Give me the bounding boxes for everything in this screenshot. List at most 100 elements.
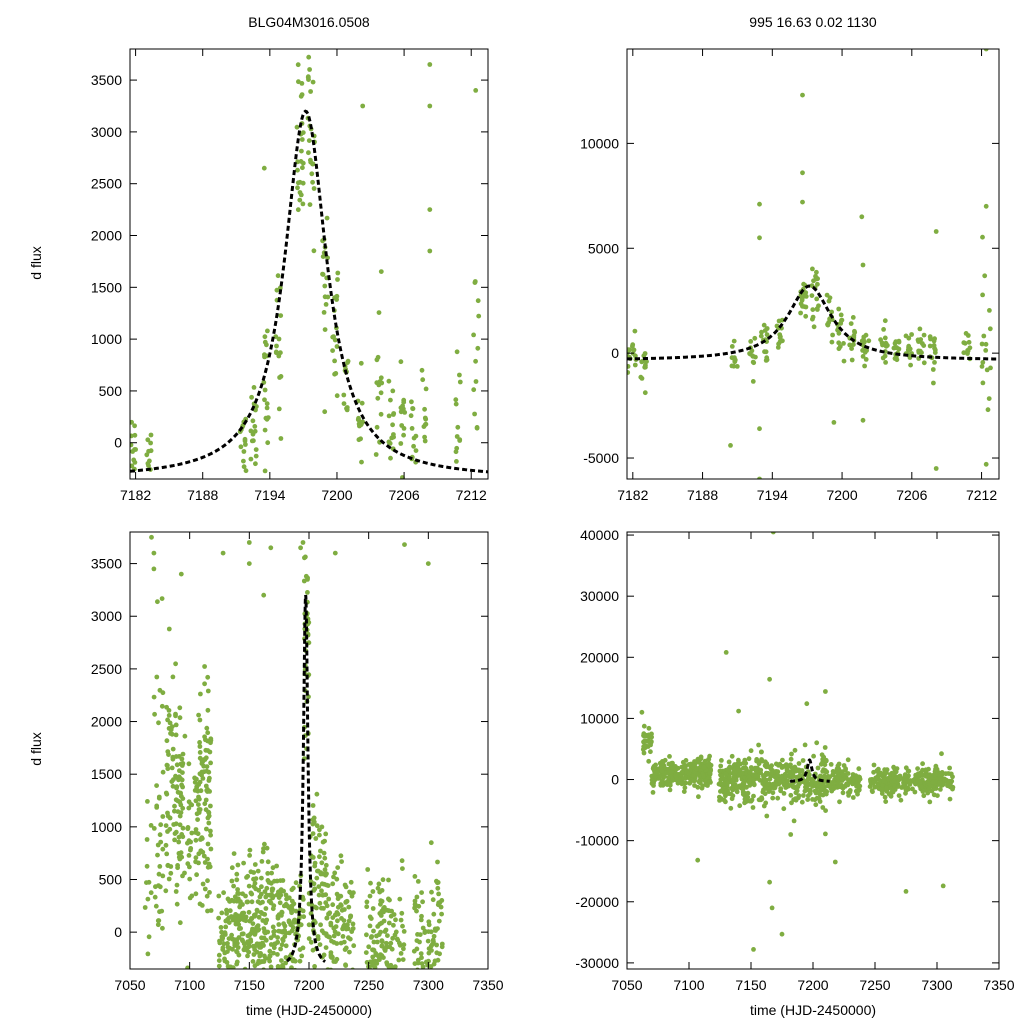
data-point bbox=[933, 466, 939, 471]
data-point bbox=[860, 262, 866, 268]
data-point bbox=[979, 341, 985, 347]
data-point bbox=[659, 768, 665, 774]
data-point bbox=[823, 758, 829, 764]
data-point bbox=[228, 972, 233, 977]
data-point bbox=[265, 415, 271, 420]
data-point bbox=[388, 940, 394, 946]
data-point bbox=[350, 967, 355, 969]
data-point bbox=[428, 964, 434, 969]
data-point bbox=[216, 952, 222, 958]
data-point bbox=[691, 773, 696, 778]
data-point bbox=[770, 790, 776, 796]
data-point bbox=[757, 476, 762, 479]
data-point bbox=[764, 813, 770, 819]
data-point bbox=[401, 399, 407, 405]
data-point bbox=[202, 801, 208, 807]
data-point bbox=[793, 796, 798, 801]
data-point bbox=[335, 865, 341, 870]
data-point bbox=[283, 943, 289, 949]
data-point bbox=[350, 926, 356, 931]
data-point bbox=[245, 899, 251, 905]
data-point bbox=[219, 910, 225, 916]
data-point bbox=[166, 626, 172, 632]
data-point bbox=[277, 900, 283, 906]
data-point bbox=[781, 791, 787, 796]
data-point bbox=[270, 924, 276, 930]
data-point bbox=[457, 372, 462, 378]
data-point bbox=[225, 1006, 230, 1011]
data-point bbox=[984, 367, 990, 373]
x-tick-label: 7200 bbox=[293, 977, 324, 993]
data-point bbox=[263, 956, 268, 961]
data-point bbox=[757, 201, 762, 207]
data-point bbox=[132, 432, 138, 438]
data-point bbox=[208, 832, 214, 838]
data-point bbox=[151, 566, 157, 572]
data-point bbox=[742, 800, 747, 806]
data-point bbox=[647, 739, 653, 745]
data-point bbox=[891, 778, 897, 784]
data-point bbox=[861, 337, 866, 343]
data-point bbox=[222, 956, 227, 962]
data-point bbox=[320, 1011, 325, 1016]
data-point bbox=[205, 815, 211, 821]
data-point bbox=[322, 867, 328, 873]
data-point bbox=[267, 979, 272, 984]
data-point bbox=[145, 799, 150, 804]
data-point bbox=[750, 777, 756, 783]
data-point bbox=[411, 443, 416, 449]
x-tick-label: 7212 bbox=[456, 487, 487, 503]
data-point bbox=[225, 944, 231, 950]
data-point bbox=[255, 971, 260, 976]
data-point bbox=[306, 694, 311, 700]
data-point bbox=[340, 934, 346, 939]
data-point bbox=[322, 855, 328, 861]
data-point bbox=[199, 903, 205, 908]
data-point bbox=[307, 522, 312, 527]
data-point bbox=[912, 789, 918, 795]
data-point bbox=[311, 186, 317, 191]
x-tick-label: 7250 bbox=[859, 977, 890, 993]
data-point bbox=[644, 359, 649, 364]
data-point bbox=[309, 902, 315, 908]
data-point bbox=[920, 761, 925, 767]
data-point bbox=[639, 709, 645, 715]
data-point bbox=[325, 1009, 330, 1014]
data-point bbox=[268, 964, 274, 969]
data-point bbox=[310, 821, 316, 827]
data-point bbox=[339, 907, 345, 913]
data-point bbox=[982, 273, 988, 279]
data-point bbox=[931, 343, 937, 348]
data-point bbox=[311, 248, 317, 254]
data-point bbox=[314, 791, 320, 797]
data-point bbox=[297, 958, 303, 964]
data-point bbox=[319, 860, 325, 866]
data-point bbox=[885, 776, 891, 782]
data-point bbox=[252, 913, 258, 919]
data-point bbox=[151, 694, 157, 700]
data-point bbox=[873, 775, 879, 781]
data-point bbox=[178, 571, 184, 577]
data-point bbox=[398, 917, 404, 923]
y-tick-label: 500 bbox=[99, 871, 123, 887]
x-tick-label: 7206 bbox=[389, 487, 420, 503]
data-point bbox=[166, 708, 172, 713]
data-point bbox=[173, 732, 179, 738]
data-point bbox=[364, 904, 370, 910]
data-point bbox=[148, 432, 154, 438]
data-point bbox=[163, 790, 169, 796]
data-point bbox=[395, 971, 400, 976]
data-point bbox=[422, 406, 427, 412]
x-tick-label: 7188 bbox=[187, 487, 218, 503]
data-point bbox=[906, 343, 912, 349]
data-point bbox=[777, 339, 783, 345]
data-point bbox=[393, 1015, 398, 1020]
data-point bbox=[471, 332, 476, 338]
data-point bbox=[264, 845, 270, 851]
data-point bbox=[289, 898, 295, 904]
data-point bbox=[320, 254, 326, 259]
data-point bbox=[278, 350, 283, 356]
plot-frame-top-left bbox=[129, 48, 489, 480]
data-point bbox=[263, 937, 269, 943]
